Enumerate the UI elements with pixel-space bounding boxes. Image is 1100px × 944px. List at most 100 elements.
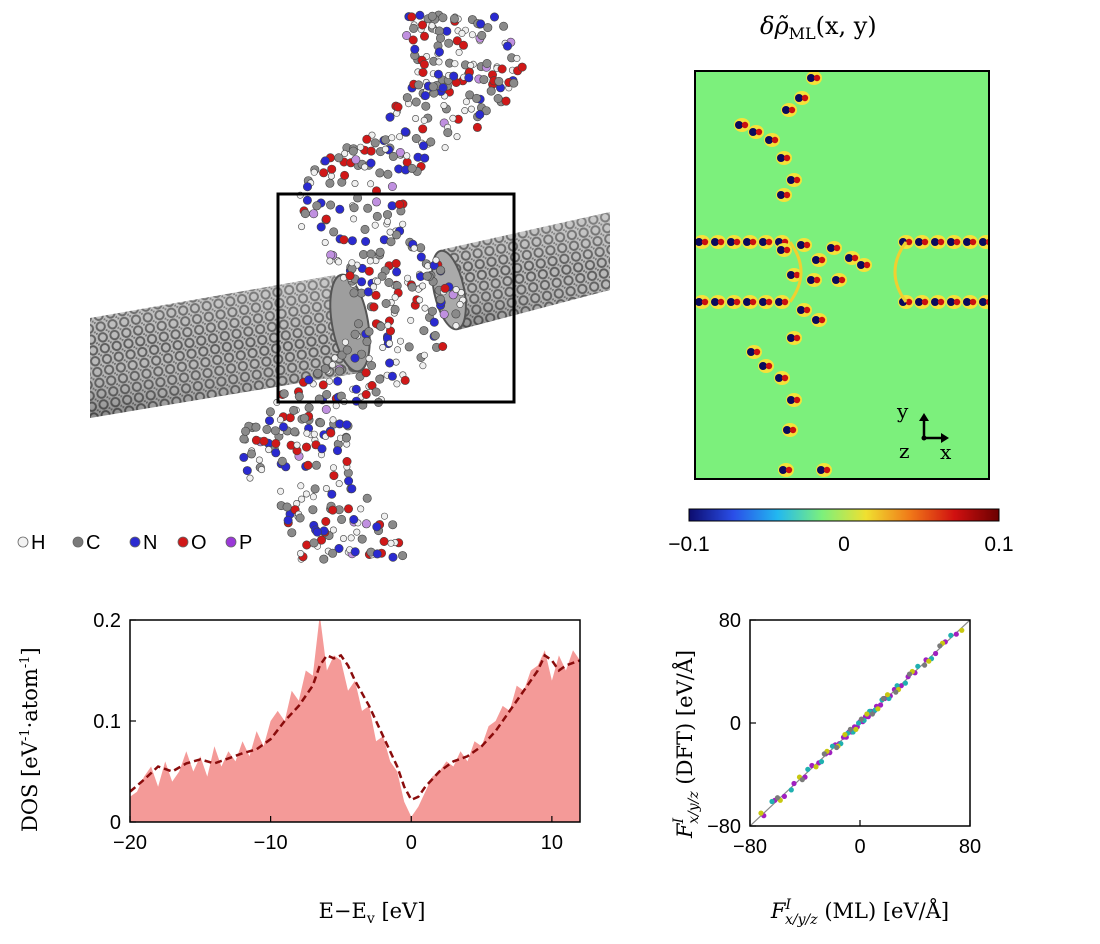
density-positive	[969, 298, 977, 306]
density-positive	[953, 238, 961, 246]
atom	[239, 452, 249, 462]
atom	[468, 31, 476, 39]
atom	[360, 224, 370, 234]
left-nanotube	[90, 273, 371, 418]
legend-dot-h	[17, 536, 29, 548]
density-negative	[765, 136, 773, 144]
atom	[320, 156, 330, 166]
density-positive	[755, 128, 763, 136]
density-positive	[813, 74, 821, 82]
atom	[366, 146, 376, 156]
force-point	[937, 643, 943, 649]
atom	[362, 337, 372, 347]
atom	[309, 493, 317, 501]
atom	[383, 169, 393, 179]
density-negative	[787, 271, 795, 279]
atom	[381, 298, 391, 308]
density-negative	[827, 244, 835, 252]
atom	[372, 522, 382, 532]
atom	[319, 168, 329, 178]
density-negative	[931, 238, 939, 246]
atom	[453, 133, 461, 141]
density-map-title: δρ̃ML(x, y)	[760, 12, 960, 52]
density-negative	[787, 396, 795, 404]
atom	[482, 58, 492, 68]
atom	[452, 286, 460, 294]
force-xlabel: FI x/y/z (ML) [eV/Å]	[770, 897, 949, 928]
atom	[310, 484, 320, 494]
atom	[393, 102, 403, 112]
atom	[493, 94, 503, 104]
legend-label-n: N	[143, 532, 157, 554]
atom	[334, 543, 344, 553]
atom	[440, 102, 448, 110]
atom	[333, 446, 343, 456]
atom	[251, 422, 261, 432]
atom	[464, 73, 474, 83]
atom	[341, 433, 351, 443]
atom	[312, 527, 322, 537]
atom	[347, 236, 357, 246]
density-negative	[807, 74, 815, 82]
atom	[419, 362, 427, 370]
density-positive	[753, 348, 761, 356]
force-point	[878, 702, 884, 708]
dna-nanotube-structure	[90, 10, 610, 564]
force-point	[864, 711, 870, 717]
atom	[452, 322, 460, 330]
atom	[385, 112, 395, 122]
atom	[349, 203, 359, 213]
force-parity-svg: −80 0 80 −80 0 80 FI x/y/z (ML) [eV/Å] FIx/y/z…	[671, 610, 981, 928]
atom	[351, 155, 361, 165]
density-negative	[979, 238, 987, 246]
density-negative	[857, 261, 865, 269]
atom	[407, 282, 417, 292]
atom	[494, 76, 504, 86]
density-positive	[793, 334, 801, 342]
density-negative	[787, 334, 795, 342]
density-negative	[782, 106, 790, 114]
atom	[435, 33, 445, 43]
atom	[271, 448, 281, 458]
atom	[328, 505, 338, 515]
atom	[472, 93, 482, 103]
atom	[391, 258, 401, 268]
atom	[419, 31, 429, 41]
colorbar-tick-max: 0.1	[984, 533, 1013, 556]
atom	[393, 380, 401, 388]
atom	[327, 164, 337, 174]
density-positive	[717, 298, 725, 306]
atom	[442, 26, 452, 36]
density-positive	[905, 298, 913, 306]
axis-label-y: y	[896, 399, 909, 423]
atom	[427, 11, 437, 21]
atom	[410, 244, 418, 252]
atom	[343, 504, 353, 514]
atom	[441, 144, 449, 152]
atom	[262, 424, 272, 434]
atom	[440, 283, 450, 293]
axis-label-z: z	[899, 439, 910, 463]
dos-area-series	[130, 620, 580, 822]
density-negative	[807, 276, 815, 284]
atom	[239, 434, 249, 444]
density-negative	[695, 238, 703, 246]
atom	[391, 230, 401, 240]
density-negative	[711, 238, 719, 246]
atom	[370, 283, 378, 291]
atom	[377, 271, 387, 281]
atom	[265, 416, 275, 426]
atom	[383, 218, 391, 226]
atom	[415, 10, 425, 20]
atom	[326, 200, 336, 210]
atom	[481, 106, 491, 116]
force-point	[898, 683, 904, 689]
atom	[404, 274, 412, 282]
atom	[364, 327, 374, 337]
legend-label-h: H	[31, 532, 45, 554]
atom	[310, 430, 318, 438]
atom	[439, 309, 449, 319]
density-positive	[765, 298, 773, 306]
dos-xtick-label: −20	[113, 832, 147, 854]
atom	[417, 20, 427, 30]
